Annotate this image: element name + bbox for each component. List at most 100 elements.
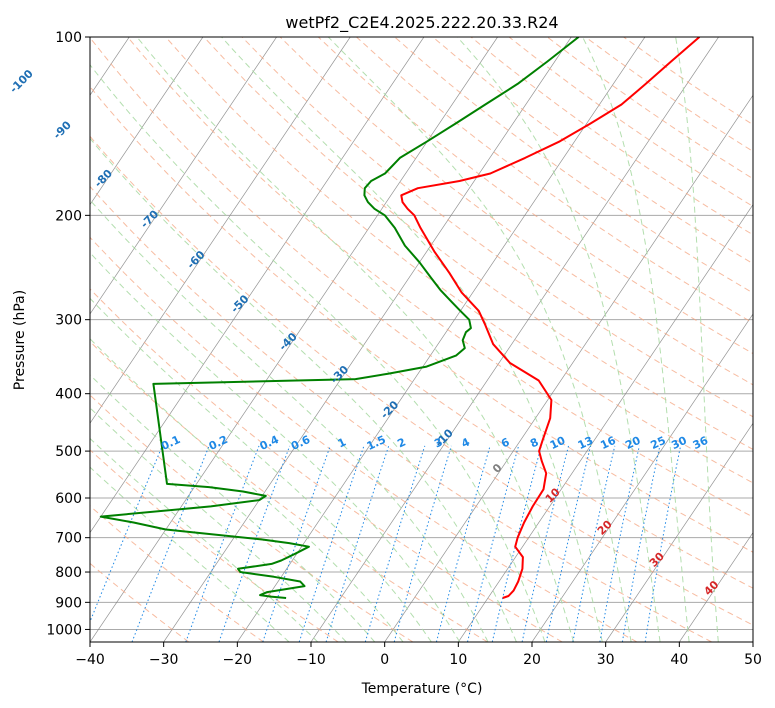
dry-adiabat-label: -50 <box>228 292 251 315</box>
isotherm-20 <box>531 313 753 642</box>
moist-adiabat <box>90 64 546 642</box>
y-tick-label: 900 <box>55 595 82 611</box>
moist-adiabat <box>327 37 632 642</box>
isotherm--30 <box>163 37 572 642</box>
isotherm-0 <box>384 94 753 642</box>
isotherm--80 <box>90 37 204 206</box>
mixing-ratio-line <box>262 445 331 642</box>
mixing-ratio-label: 0.6 <box>289 433 312 453</box>
dry-adiabat <box>90 135 753 626</box>
moist-adiabat <box>456 37 661 642</box>
dry-adiabat <box>127 37 753 518</box>
x-tick-label: 30 <box>597 652 615 668</box>
mixing-ratio-line <box>298 445 365 642</box>
x-tick-label: −20 <box>223 652 253 668</box>
moist-adiabat <box>90 437 319 642</box>
mixing-ratio-line <box>435 445 491 642</box>
y-tick-label: 800 <box>55 565 82 581</box>
dry-adiabat-label: -100 <box>7 67 36 96</box>
mixing-ratio-line <box>131 445 210 642</box>
dry-adiabat-label: -80 <box>92 167 115 190</box>
isotherm--10 <box>310 37 719 642</box>
isotherm--50 <box>90 37 425 534</box>
mixing-ratio-label: 4 <box>459 435 472 450</box>
temperature-profile <box>400 37 701 599</box>
mixing-ratio-label: 1.5 <box>365 433 388 453</box>
moist-adiabat-label: 10 <box>543 485 563 505</box>
isotherm-40 <box>679 532 753 642</box>
y-tick-label: 500 <box>55 444 82 460</box>
moist-adiabat-label: 30 <box>647 549 667 569</box>
mixing-ratio-line <box>393 445 452 642</box>
moist-adiabat-label: 40 <box>701 578 721 598</box>
dry-adiabat <box>279 37 753 386</box>
isotherm-30 <box>605 422 753 642</box>
axes: −40 −30 −20 −10 0 10 20 30 40 5010009008007006005… <box>46 30 762 668</box>
mixing-ratio-label: 20 <box>623 434 643 452</box>
dry-adiabat <box>90 37 753 553</box>
mixing-ratio-line <box>218 445 291 642</box>
mixing-ratio-line <box>545 445 592 642</box>
mixing-ratio-label: 2 <box>395 435 407 450</box>
y-tick-label: 200 <box>55 208 82 224</box>
dry-adiabat-label: -90 <box>51 118 74 141</box>
moist-adiabat <box>90 466 290 642</box>
x-axis-title: Temperature (°C) <box>361 681 483 697</box>
x-tick-label: −40 <box>75 652 105 668</box>
dry-adiabat <box>90 185 712 642</box>
x-tick-label: −30 <box>149 652 179 668</box>
dry-adiabat <box>90 562 190 642</box>
mixing-ratio-label: 30 <box>669 434 689 452</box>
mixing-ratio-line <box>621 445 661 642</box>
moist-adiabat-label: 0 <box>490 461 505 476</box>
moist-adiabat <box>675 37 719 642</box>
profile-series <box>99 37 701 599</box>
dry-adiabat <box>165 37 753 484</box>
mixing-ratio-line <box>90 445 163 623</box>
mixing-ratio-line <box>599 445 640 642</box>
dry-adiabat <box>623 37 753 126</box>
dry-adiabat <box>90 505 264 642</box>
y-tick-label: 700 <box>55 531 82 547</box>
dry-adiabat-label: -20 <box>378 398 401 421</box>
plot-frame <box>89 36 754 643</box>
mixing-ratio-line <box>521 445 569 642</box>
x-tick-label: 50 <box>744 652 762 668</box>
x-tick-label: −10 <box>296 652 326 668</box>
mixing-ratio-label: 0.2 <box>207 433 230 453</box>
dry-adiabat <box>90 236 638 642</box>
mixing-ratio-label: 0.1 <box>159 433 182 453</box>
dry-adiabat-label: -40 <box>277 330 300 353</box>
dry-adiabat-label: -30 <box>328 363 351 386</box>
y-tick-label: 400 <box>55 387 82 403</box>
y-tick-label: 600 <box>55 491 82 507</box>
x-tick-label: 0 <box>380 652 389 668</box>
mixing-ratio-line <box>364 445 426 642</box>
mixing-ratio-line <box>572 445 616 642</box>
dry-adiabat <box>241 37 753 418</box>
mixing-ratio-label: 0.4 <box>258 433 281 453</box>
mixing-ratio-line <box>467 445 520 642</box>
mixing-ratio-label: 36 <box>691 434 711 452</box>
chart-title: wetPf2_C2E4.2025.222.20.33.R24 <box>285 13 558 33</box>
y-axis-title: Pressure (hPa) <box>12 290 28 390</box>
isotherm--70 <box>90 37 277 315</box>
dry-adiabat <box>508 37 753 208</box>
isotherm--40 <box>90 37 498 642</box>
x-tick-label: 40 <box>670 652 688 668</box>
x-tick-label: 10 <box>449 652 467 668</box>
dry-adiabat <box>432 37 753 265</box>
dry-adiabat <box>90 86 753 589</box>
moist-adiabat <box>582 37 690 642</box>
isotherm--20 <box>237 37 646 642</box>
mixing-ratio-label: 16 <box>598 434 618 452</box>
isotherm-10 <box>458 203 753 642</box>
moist-adiabat <box>90 338 404 642</box>
mixing-ratio-label: 25 <box>649 434 668 452</box>
mixing-ratio-label: 10 <box>548 434 568 452</box>
x-tick-label: 20 <box>523 652 541 668</box>
isotherm--60 <box>90 37 351 424</box>
mixing-ratio-line <box>491 445 542 642</box>
mixing-ratio-label: 8 <box>528 435 540 450</box>
